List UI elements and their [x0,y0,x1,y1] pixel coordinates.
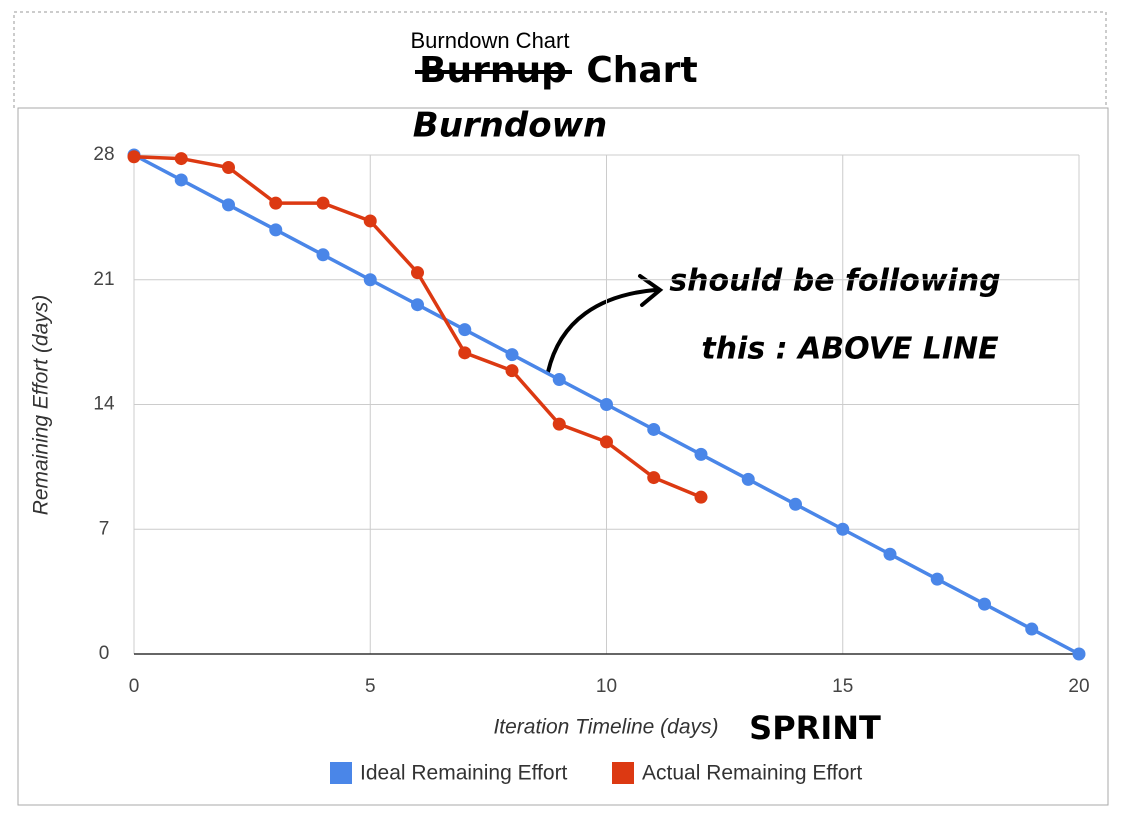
frame [17,107,1109,806]
point [127,150,141,164]
title-word: Chart [586,50,697,91]
annotation: SPRINT [749,709,881,747]
point [505,364,519,378]
point [316,196,330,210]
point [552,417,566,431]
point [694,490,708,504]
legend-swatch [612,762,634,784]
point [269,196,283,210]
handwritten-title: Burndown [413,106,607,146]
x-axis-label: Iteration Timeline (days) [493,716,718,739]
point [363,273,377,287]
chart-title: Burndown Chart [411,28,570,53]
legend-swatch [330,762,352,784]
point [930,572,944,586]
x-tick-label: 0 [129,676,140,697]
annotation: should be following [669,264,1000,299]
point [600,435,613,449]
point [411,266,424,280]
point [174,152,188,166]
point [600,398,613,411]
y-tick-label: 28 [93,144,114,165]
point [647,471,661,485]
point [458,346,472,360]
point [552,373,566,387]
point [978,597,991,611]
x-tick-label: 15 [832,676,853,697]
point [316,248,330,262]
point [174,173,188,187]
y-tick-label: 21 [93,269,114,290]
y-tick-label: 7 [99,518,110,539]
point [222,198,235,212]
x-tick-label: 5 [365,676,376,697]
point [458,323,472,337]
point [1025,622,1039,636]
annotation: this : ABOVE LINE [701,332,999,367]
x-tick-label: 20 [1068,676,1089,697]
point [269,223,283,237]
y-tick-label: 0 [99,643,110,664]
frame-top [13,11,1107,108]
series-line [133,155,702,499]
point [411,298,424,312]
point [505,348,519,362]
arrow [546,274,664,374]
point [789,497,802,511]
point [836,522,850,536]
point [694,447,708,461]
point [1072,647,1086,661]
y-axis-label: Remaining Effort (days) [30,295,53,516]
point [883,547,897,561]
point [363,214,377,228]
point [647,422,661,436]
legend-label: Actual Remaining Effort [642,762,862,785]
point [741,472,755,486]
x-tick-label: 10 [596,676,617,697]
point [222,160,235,174]
y-tick-label: 14 [93,394,115,415]
legend-label: Ideal Remaining Effort [360,762,568,785]
